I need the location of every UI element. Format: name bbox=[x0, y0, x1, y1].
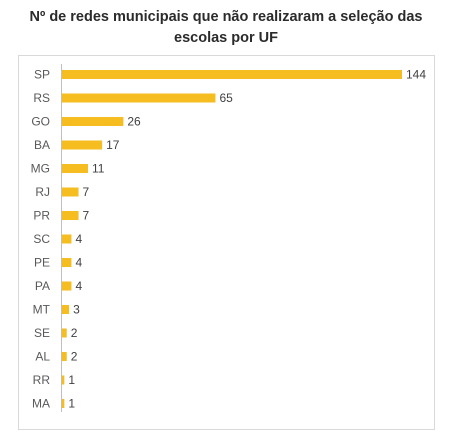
bar-mg bbox=[62, 164, 88, 173]
bar-rs bbox=[62, 93, 216, 103]
tick-label-go: GO bbox=[31, 115, 50, 129]
bar-sc bbox=[62, 234, 72, 244]
data-label-mt: 3 bbox=[73, 303, 80, 317]
bar-go bbox=[62, 117, 124, 126]
bar-pe bbox=[62, 258, 72, 267]
data-label-pr: 7 bbox=[83, 209, 90, 223]
category-tick-labels: SP RS GO BA MG RJ PR SC PE PA MT SE AL RR MA bbox=[31, 68, 51, 411]
tick-label-sp: SP bbox=[34, 68, 50, 82]
tick-label-rj: RJ bbox=[35, 185, 50, 199]
bar-ba bbox=[62, 140, 103, 150]
data-label-pa: 4 bbox=[75, 279, 82, 293]
data-label-rr: 1 bbox=[68, 373, 75, 387]
tick-label-pe: PE bbox=[34, 256, 50, 270]
tick-label-al: AL bbox=[35, 350, 50, 364]
tick-label-mt: MT bbox=[33, 303, 51, 317]
data-label-sp: 144 bbox=[406, 68, 426, 82]
tick-label-pa: PA bbox=[35, 279, 50, 293]
data-label-rj: 7 bbox=[83, 185, 90, 199]
chart-title-line-2: escolas por UF bbox=[174, 30, 278, 46]
bar-ma bbox=[62, 399, 65, 408]
tick-label-rs: RS bbox=[33, 91, 50, 105]
data-label-al: 2 bbox=[71, 350, 78, 364]
tick-label-pr: PR bbox=[33, 209, 50, 223]
bar-pa bbox=[62, 281, 72, 291]
data-label-se: 2 bbox=[71, 326, 78, 340]
tick-label-se: SE bbox=[34, 326, 50, 340]
data-label-pe: 4 bbox=[75, 256, 82, 270]
data-label-go: 26 bbox=[127, 115, 141, 129]
tick-label-ma: MA bbox=[32, 397, 50, 411]
data-label-ma: 1 bbox=[68, 397, 75, 411]
data-label-sc: 4 bbox=[75, 232, 82, 246]
tick-label-rr: RR bbox=[33, 373, 51, 387]
bar-mt bbox=[62, 305, 70, 314]
bars bbox=[62, 70, 402, 408]
tick-label-mg: MG bbox=[31, 162, 50, 176]
data-label-ba: 17 bbox=[106, 138, 120, 152]
bar-se bbox=[62, 328, 67, 338]
chart-title-line-1: Nº de redes municipais que não realizara… bbox=[30, 9, 423, 25]
bar-sp bbox=[62, 70, 402, 79]
bar-rr bbox=[62, 375, 65, 385]
bar-pr bbox=[62, 211, 79, 220]
data-label-rs: 65 bbox=[219, 91, 233, 105]
bar-al bbox=[62, 352, 67, 361]
data-label-mg: 11 bbox=[92, 162, 105, 176]
bar-rj bbox=[62, 187, 79, 197]
tick-label-ba: BA bbox=[34, 138, 50, 152]
tick-label-sc: SC bbox=[33, 232, 50, 246]
